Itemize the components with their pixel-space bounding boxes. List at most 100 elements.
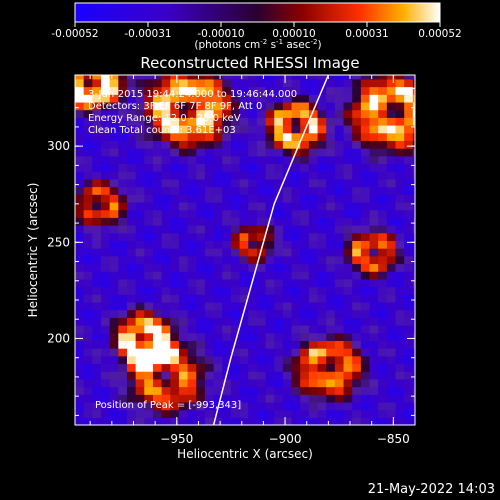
- heatmap-cell: [196, 75, 206, 80]
- heatmap-cell: [282, 132, 293, 141]
- heatmap-cell: [187, 401, 197, 411]
- heatmap-cell: [343, 232, 353, 241]
- annotation-line: Detectors: 3F 5F 6F 7F 8F 9F, Att 0: [88, 101, 262, 112]
- heatmap-cell: [248, 394, 258, 403]
- heatmap-cell: [343, 201, 353, 211]
- heatmap-cell: [343, 340, 353, 349]
- heatmap-cell: [100, 332, 111, 341]
- heatmap-cell: [144, 117, 154, 126]
- heatmap-cell: [369, 148, 379, 157]
- heatmap-cell: [161, 94, 171, 103]
- heatmap-cell: [360, 394, 371, 403]
- heatmap-cell: [161, 394, 171, 403]
- heatmap-cell: [282, 75, 293, 80]
- heatmap-cell: [135, 371, 145, 380]
- heatmap-cell: [100, 417, 111, 425]
- heatmap-cell: [378, 75, 388, 80]
- heatmap-cell: [369, 386, 379, 395]
- heatmap-cell: [161, 263, 171, 272]
- heatmap-cell: [248, 117, 258, 126]
- heatmap-cell: [265, 78, 275, 88]
- heatmap-cell: [222, 171, 232, 180]
- heatmap-cell: [204, 394, 215, 403]
- heatmap-cell: [222, 378, 232, 388]
- heatmap-cell: [204, 278, 215, 288]
- heatmap-cell: [378, 194, 388, 203]
- heatmap-cell: [282, 186, 293, 195]
- heatmap-cell: [75, 148, 85, 157]
- heatmap-cell: [222, 194, 232, 203]
- heatmap-cell: [196, 378, 206, 388]
- heatmap-cell: [300, 155, 310, 165]
- heatmap-cell: [248, 340, 258, 349]
- heatmap-cell: [300, 94, 310, 103]
- heatmap-cell: [126, 194, 137, 203]
- heatmap-cell: [343, 301, 353, 311]
- heatmap-cell: [83, 355, 93, 365]
- heatmap-cell: [248, 240, 258, 249]
- heatmap-cell: [343, 86, 353, 95]
- heatmap-cell: [239, 155, 249, 165]
- heatmap-cell: [334, 355, 345, 365]
- heatmap-cell: [152, 378, 163, 388]
- heatmap-cell: [178, 348, 189, 357]
- heatmap-cell: [404, 194, 414, 203]
- heatmap-cell: [92, 232, 102, 241]
- heatmap-cell: [144, 309, 154, 318]
- heatmap-cell: [83, 178, 93, 188]
- heatmap-cell: [352, 401, 362, 411]
- heatmap-cell: [412, 263, 415, 272]
- heatmap-cell: [126, 94, 137, 103]
- heatmap-cell: [386, 294, 397, 303]
- heatmap-cell: [161, 171, 171, 180]
- heatmap-cell: [265, 332, 275, 341]
- heatmap-cell: [274, 225, 284, 234]
- heatmap-cell: [282, 348, 293, 357]
- heatmap-cell: [92, 363, 102, 372]
- heatmap-cell: [239, 201, 249, 211]
- heatmap-cell: [274, 155, 284, 165]
- heatmap-cell: [187, 94, 197, 103]
- heatmap-cell: [161, 371, 171, 380]
- colorbar-tick-label: -0.00031: [124, 28, 171, 40]
- heatmap-cell: [144, 255, 154, 265]
- heatmap-cell: [222, 286, 232, 295]
- heatmap-cell: [144, 217, 154, 226]
- heatmap-cell: [109, 163, 119, 172]
- heatmap-cell: [75, 255, 85, 265]
- heatmap-cell: [404, 363, 414, 372]
- heatmap-cell: [248, 86, 258, 95]
- heatmap-cell: [187, 78, 197, 88]
- heatmap-cell: [291, 125, 301, 134]
- heatmap-cell: [204, 186, 215, 195]
- heatmap-cell: [92, 325, 102, 334]
- heatmap-cell: [378, 409, 388, 418]
- heatmap-cell: [196, 171, 206, 180]
- heatmap-cell: [100, 232, 111, 241]
- heatmap-cell: [300, 101, 310, 111]
- heatmap-cell: [334, 125, 345, 134]
- heatmap-cell: [386, 401, 397, 411]
- heatmap-cell: [230, 255, 241, 265]
- heatmap-cell: [395, 401, 405, 411]
- heatmap-cell: [300, 186, 310, 195]
- heatmap-cell: [213, 394, 223, 403]
- heatmap-cell: [230, 317, 241, 326]
- heatmap-cell: [196, 348, 206, 357]
- heatmap-cell: [109, 409, 119, 418]
- heatmap-cell: [135, 94, 145, 103]
- heatmap-cell: [274, 201, 284, 211]
- heatmap-cell: [187, 140, 197, 149]
- heatmap-cell: [100, 132, 111, 141]
- heatmap-cell: [204, 148, 215, 157]
- heatmap-cell: [170, 148, 180, 157]
- heatmap-cell: [334, 363, 345, 372]
- heatmap-cell: [334, 225, 345, 234]
- heatmap-cell: [230, 225, 241, 234]
- heatmap-cell: [412, 332, 415, 341]
- heatmap-cell: [412, 271, 415, 280]
- heatmap-cell: [161, 278, 171, 288]
- heatmap-cell: [326, 94, 336, 103]
- heatmap-cell: [239, 409, 249, 418]
- heatmap-cell: [378, 394, 388, 403]
